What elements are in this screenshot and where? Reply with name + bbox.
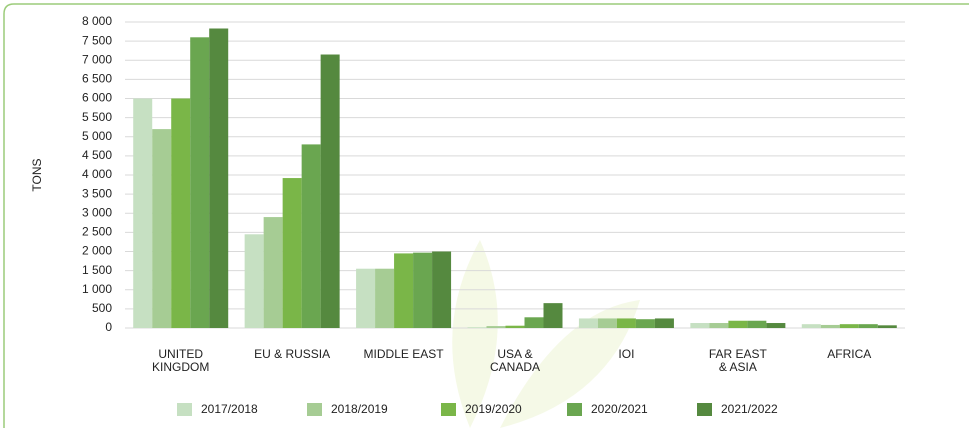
- bar: [133, 98, 153, 328]
- bar: [820, 324, 840, 328]
- legend-label: 2017/2018: [201, 402, 258, 416]
- bar: [190, 37, 210, 329]
- bar: [152, 129, 172, 328]
- bar: [597, 318, 617, 328]
- bar: [543, 303, 563, 328]
- legend-swatch: [307, 403, 322, 416]
- x-tick-label: UNITED KINGDOM: [152, 347, 210, 374]
- y-tick-label: 7 000: [82, 52, 112, 66]
- y-tick-label: 2 000: [82, 244, 112, 258]
- bar: [320, 54, 340, 328]
- frame: [3, 3, 969, 428]
- y-tick-label: 4 000: [82, 167, 112, 181]
- legend-label: 2021/2022: [721, 402, 778, 416]
- bar: [709, 323, 729, 328]
- bar: [766, 323, 786, 328]
- legend-swatch: [697, 403, 712, 416]
- legend-swatch: [567, 403, 582, 416]
- y-tick-label: 7 500: [82, 33, 112, 47]
- bar: [375, 268, 395, 328]
- y-tick-label: 1 500: [82, 263, 112, 277]
- y-tick-label: 3 500: [82, 186, 112, 200]
- bar: [877, 325, 897, 328]
- bar: [356, 268, 376, 328]
- bar: [578, 318, 598, 328]
- x-tick-label: EU & RUSSIA: [254, 347, 331, 361]
- bar: [747, 320, 767, 328]
- x-tick-label: AFRICA: [827, 347, 872, 361]
- y-tick-label: 3 000: [82, 205, 112, 219]
- legend-swatch: [177, 403, 192, 416]
- bar: [616, 318, 636, 328]
- y-tick-label: 0: [105, 320, 112, 334]
- legend-swatch: [441, 403, 456, 416]
- bar: [263, 217, 283, 328]
- bar: [801, 324, 821, 328]
- bar: [524, 317, 544, 328]
- bar: [467, 327, 487, 328]
- y-tick-label: 6 500: [82, 72, 112, 86]
- legend-label: 2019/2020: [465, 402, 522, 416]
- bar: [413, 252, 433, 328]
- bar: [301, 144, 321, 328]
- x-tick-label: IOI: [618, 347, 635, 361]
- bar: [505, 325, 525, 328]
- x-tick-label: FAR EAST & ASIA: [708, 347, 767, 374]
- y-tick-label: 5 500: [82, 110, 112, 124]
- y-tick-label: 1 000: [82, 282, 112, 296]
- bar: [654, 318, 674, 328]
- bar: [839, 324, 859, 328]
- bar: [209, 28, 229, 328]
- x-tick-label: USA & CANADA: [489, 347, 540, 374]
- bar: [432, 251, 452, 328]
- bar: [486, 326, 506, 328]
- y-tick-label: 6 000: [82, 91, 112, 105]
- y-tick-label: 2 500: [82, 225, 112, 239]
- y-tick-label: 8 000: [82, 14, 112, 28]
- y-axis-label: TONS: [30, 158, 44, 191]
- bar: [171, 98, 191, 328]
- legend-label: 2020/2021: [591, 402, 648, 416]
- y-tick-label: 500: [92, 301, 112, 315]
- bar: [282, 178, 302, 328]
- y-tick-label: 4 500: [82, 148, 112, 162]
- y-tick-label: 5 000: [82, 129, 112, 143]
- watermark: [452, 240, 640, 428]
- bar: [858, 324, 878, 328]
- bar: [690, 323, 710, 328]
- bar: [635, 319, 655, 328]
- bar: [244, 234, 264, 328]
- legend-label: 2018/2019: [331, 402, 388, 416]
- bar: [394, 253, 414, 328]
- bar: [728, 320, 748, 328]
- x-tick-label: MIDDLE EAST: [363, 347, 444, 361]
